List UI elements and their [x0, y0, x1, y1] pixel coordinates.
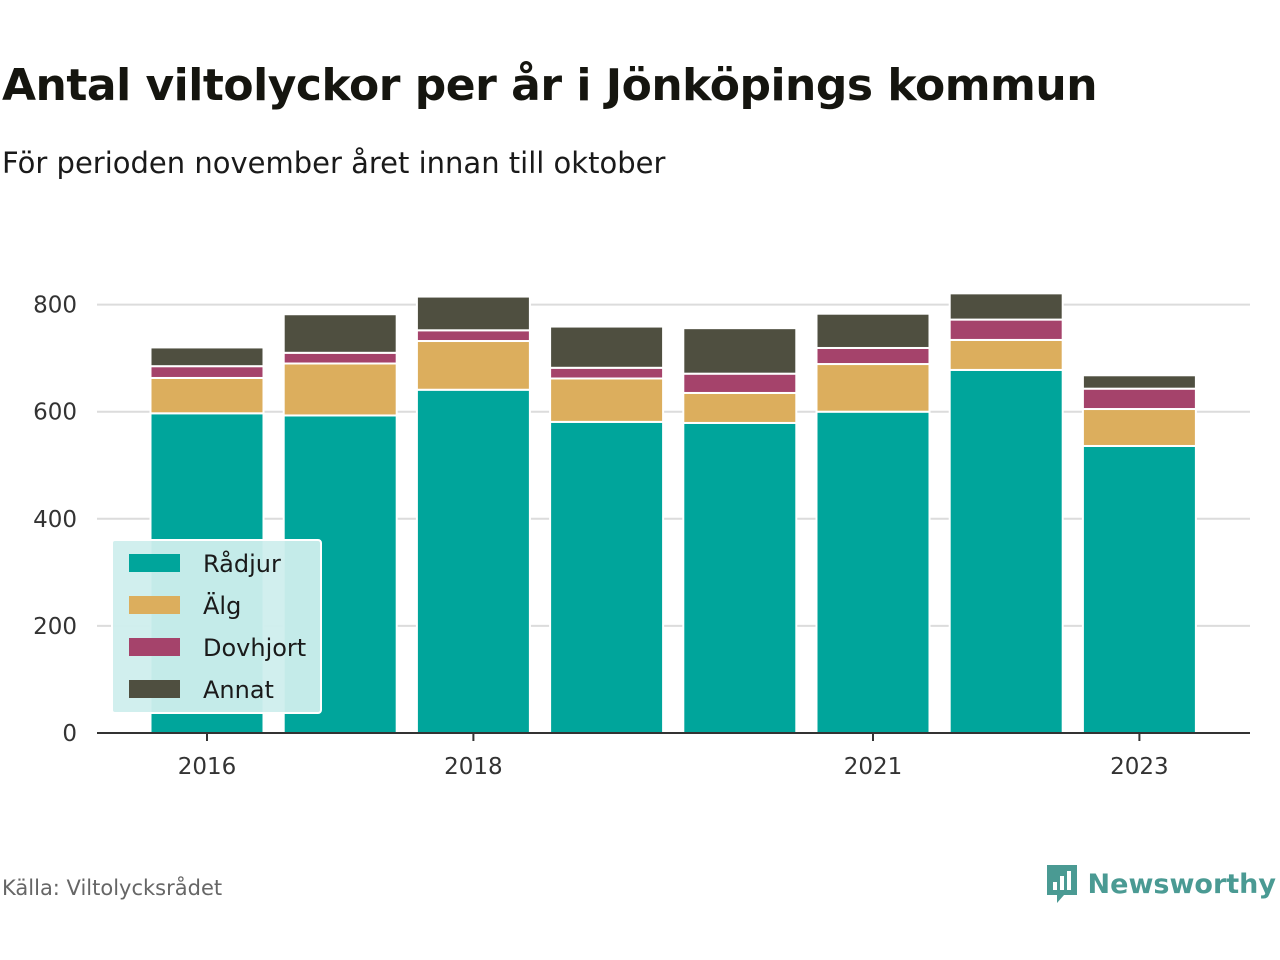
bar-annat-2021 [815, 312, 931, 349]
bar-annat-2023 [1081, 374, 1197, 390]
bar-älg-2017 [282, 362, 398, 417]
bar-annat-2022 [948, 292, 1064, 321]
legend-swatch-annat [129, 680, 180, 698]
legend-label-annat: Annat [203, 676, 274, 704]
x-tick-label: 2016 [178, 754, 237, 780]
bar-annat-2016 [149, 346, 265, 368]
brand-logo: Newsworthy [1044, 862, 1276, 906]
stacked-bar-chart: 0 200 400 600 800 2016 2018 2021 2023 Rådjur Älg… [33, 292, 1250, 780]
legend-label-älg: Älg [203, 591, 241, 620]
legend-box [111, 539, 322, 714]
bar-dovhjort-2016 [149, 365, 265, 379]
x-tick-label: 2021 [844, 754, 903, 780]
bar-dovhjort-2021 [815, 346, 931, 366]
bar-älg-2018 [415, 340, 531, 391]
chart-title: Antal viltolyckor per år i Jönköpings ko… [2, 60, 1098, 111]
newsworthy-logo-icon [1046, 865, 1077, 903]
legend-label-rådjur: Rådjur [203, 549, 281, 578]
bar-älg-2021 [815, 363, 931, 413]
bar-rådjur-2023 [1081, 444, 1197, 734]
bar-dovhjort-2017 [282, 351, 398, 365]
y-tick-label: 600 [33, 400, 77, 426]
bar-dovhjort-2020 [682, 372, 798, 394]
bar-annat-2020 [682, 327, 798, 375]
bar-dovhjort-2023 [1081, 387, 1197, 411]
bar-rådjur-2021 [815, 410, 931, 734]
x-tick-label: 2018 [444, 754, 503, 780]
bar-rådjur-2018 [415, 388, 531, 734]
bar-annat-2019 [549, 325, 665, 369]
y-tick-label: 800 [33, 293, 77, 319]
bar-rådjur-2020 [682, 421, 798, 734]
x-tick-label: 2023 [1110, 754, 1169, 780]
bar-dovhjort-2022 [948, 318, 1064, 341]
x-axis-ticks: 2016 2018 2021 2023 [178, 733, 1169, 780]
legend-label-dovhjort: Dovhjort [203, 634, 306, 662]
bar-älg-2022 [948, 338, 1064, 371]
bar-annat-2018 [415, 295, 531, 332]
bar-älg-2020 [682, 391, 798, 424]
brand-name: Newsworthy [1087, 868, 1276, 900]
y-tick-label: 0 [62, 721, 77, 747]
bar-älg-2016 [149, 376, 265, 415]
bar-rådjur-2019 [549, 420, 665, 734]
bar-älg-2019 [549, 377, 665, 423]
chart-subtitle: För perioden november året innan till ok… [2, 146, 666, 180]
legend-swatch-älg [129, 596, 180, 614]
bar-rådjur-2022 [948, 368, 1064, 734]
legend-swatch-dovhjort [129, 638, 180, 656]
source-note: Källa: Viltolycksrådet [2, 876, 223, 900]
y-axis-ticks: 0 200 400 600 800 [33, 293, 77, 747]
bar-älg-2023 [1081, 408, 1197, 447]
y-tick-label: 400 [33, 507, 77, 533]
y-tick-label: 200 [33, 614, 77, 640]
bar-dovhjort-2019 [549, 366, 665, 380]
bar-annat-2017 [282, 313, 398, 354]
bar-dovhjort-2018 [415, 329, 531, 343]
legend: Rådjur Älg Dovhjort Annat [111, 539, 322, 714]
legend-swatch-rådjur [129, 554, 180, 572]
